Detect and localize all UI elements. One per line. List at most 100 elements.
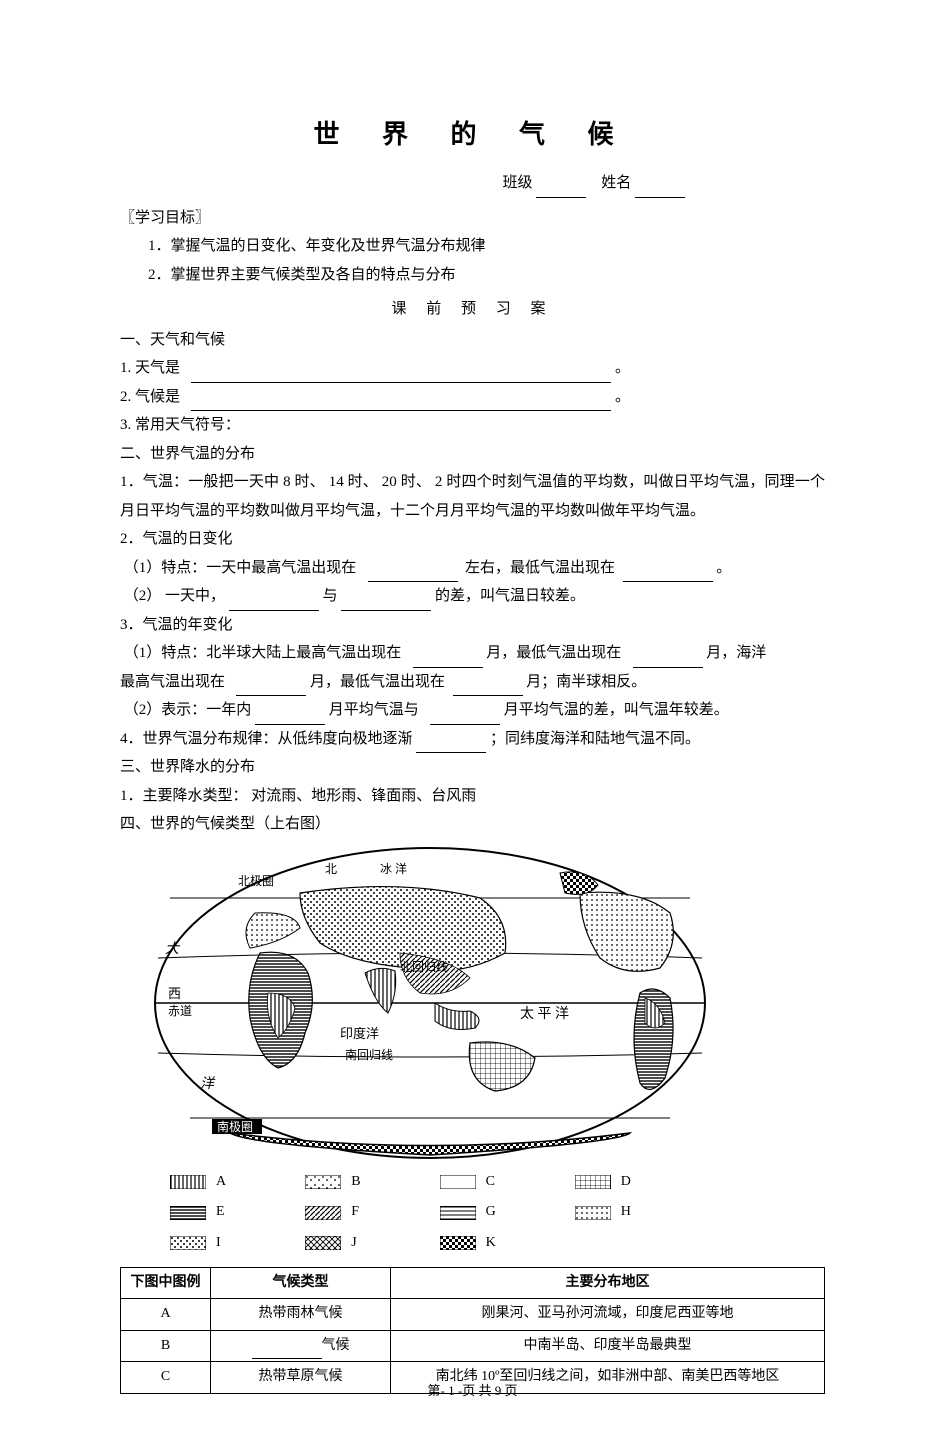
q1-2: 2. 气候是 。 xyxy=(120,383,825,412)
th-legend: 下图中图例 xyxy=(121,1267,211,1299)
indian-ocean-label: 印度洋 xyxy=(340,1026,379,1041)
q2-2-header: 2．气温的日变化 xyxy=(120,525,825,554)
q2-4a: 4．世界气温分布规律：从低纬度向极地逐渐 xyxy=(120,731,413,747)
name-row: 班级 姓名 xyxy=(120,169,825,198)
legend-letter: I xyxy=(216,1230,221,1257)
legend-swatch-icon xyxy=(170,1175,206,1189)
atlantic-s-label: 洋 xyxy=(200,1076,216,1092)
legend-item: H xyxy=(575,1199,650,1226)
legend-swatch-icon xyxy=(440,1206,476,1220)
sec2-header: 二、世界气温的分布 xyxy=(120,440,825,469)
q2-1: 1．气温：一般把一天中 8 时、 14 时、 20 时、 2 时四个时刻气温值的… xyxy=(120,468,825,525)
legend-letter: G xyxy=(486,1199,496,1226)
legend-item: C xyxy=(440,1169,515,1196)
legend-letter: E xyxy=(216,1199,225,1226)
q1-2-end: 。 xyxy=(615,389,630,405)
th-type: 气候类型 xyxy=(211,1267,391,1299)
table-row: B气候中南半岛、印度半岛最典型 xyxy=(121,1330,825,1362)
legend-letter: D xyxy=(621,1169,631,1196)
cell-type: 气候 xyxy=(211,1330,391,1362)
legend-item: D xyxy=(575,1169,650,1196)
legend-item: F xyxy=(305,1199,379,1226)
page-footer: 第- 1 -页 共 9 页 xyxy=(0,1379,945,1404)
legend-letter: K xyxy=(486,1230,496,1257)
cell-key: B xyxy=(121,1330,211,1362)
cell-dist: 中南半岛、印度半岛最典型 xyxy=(391,1330,825,1362)
q2-3-2: （2）表示：一年内 月平均气温与 月平均气温的差，叫气温年较差。 xyxy=(120,696,825,725)
legend-swatch-icon xyxy=(305,1206,341,1220)
table-row: A热带雨林气候刚果河、亚马孙河流域，印度尼西亚等地 xyxy=(121,1299,825,1331)
q2-2-2b: 与 xyxy=(323,588,338,604)
atlantic-w2-label: 西 xyxy=(168,986,181,1001)
legend-swatch-icon xyxy=(575,1175,611,1189)
q2-2-1a: （1）特点：一天中最高气温出现在 xyxy=(124,560,357,576)
arctic-ocean-label: 冰 洋 xyxy=(380,861,407,876)
name-blank[interactable] xyxy=(635,197,685,198)
cell-type: 热带雨林气候 xyxy=(211,1299,391,1331)
class-blank[interactable] xyxy=(536,197,586,198)
blank[interactable] xyxy=(623,581,713,582)
legend-item: G xyxy=(440,1199,515,1226)
legend-letter: B xyxy=(351,1169,360,1196)
legend-letter: F xyxy=(351,1199,359,1226)
legend-item: A xyxy=(170,1169,245,1196)
legend-swatch-icon xyxy=(440,1175,476,1189)
legend-swatch-icon xyxy=(575,1206,611,1220)
blank[interactable] xyxy=(341,610,431,611)
legend-letter: H xyxy=(621,1199,631,1226)
q2-3-1: （1）特点：北半球大陆上最高气温出现在 月，最低气温出现在 月，海洋 xyxy=(120,639,825,668)
sec1-header: 一、天气和气候 xyxy=(120,326,825,355)
q2-3-1c: 月，海洋 xyxy=(706,645,766,661)
q2-2-2a: （2） 一天中， xyxy=(124,588,225,604)
q2-3-1-cont: 最高气温出现在 月，最低气温出现在 月；南半球相反。 xyxy=(120,668,825,697)
cell-key: A xyxy=(121,1299,211,1331)
sec4-header: 四、世界的气候类型（上右图） xyxy=(120,810,825,839)
arctic-circle-label: 北极圈 xyxy=(238,874,274,888)
q3-1: 1．主要降水类型： 对流雨、地形雨、锋面雨、台风雨 xyxy=(120,782,825,811)
climate-table: 下图中图例 气候类型 主要分布地区 A热带雨林气候刚果河、亚马孙河流域，印度尼西… xyxy=(120,1267,825,1394)
goal-2: 2．掌握世界主要气候类型及各自的特点与分布 xyxy=(120,261,825,290)
q1-2-label: 2. 气候是 xyxy=(120,389,180,405)
legend-swatch-icon xyxy=(170,1236,206,1250)
atlantic-w-label: 大 xyxy=(165,941,181,957)
legend-item: J xyxy=(305,1230,379,1257)
class-label: 班级 xyxy=(502,175,532,191)
tropic-cancer-label: 北回归线 xyxy=(400,960,448,974)
cell-dist: 刚果河、亚马孙河流域，印度尼西亚等地 xyxy=(391,1299,825,1331)
goal-1: 1．掌握气温的日变化、年变化及世界气温分布规律 xyxy=(120,232,825,261)
preview-subheader: 课 前 预 习 案 xyxy=(120,295,825,324)
legend-swatch-icon xyxy=(440,1236,476,1250)
blank[interactable] xyxy=(252,1358,322,1359)
legend-letter: A xyxy=(216,1169,226,1196)
name-label: 姓名 xyxy=(601,175,631,191)
arctic-label: 北 xyxy=(325,862,337,876)
pacific-label: 太 平 洋 xyxy=(520,1006,569,1022)
q1-2-blank[interactable] xyxy=(191,410,611,411)
q1-3: 3. 常用天气符号： xyxy=(120,411,825,440)
q2-3-1a: （1）特点：北半球大陆上最高气温出现在 xyxy=(124,645,402,661)
q2-3-1e: 月，最低气温出现在 xyxy=(310,674,445,690)
legend-grid: A B C D E F G H I J K xyxy=(170,1169,650,1257)
legend-item: B xyxy=(305,1169,379,1196)
tropic-capricorn-label: 南回归线 xyxy=(345,1047,393,1062)
legend-item: E xyxy=(170,1199,245,1226)
q2-4b: ；同纬度海洋和陆地气温不同。 xyxy=(490,731,700,747)
blank[interactable] xyxy=(229,610,319,611)
world-climate-map: 北极圈 北 冰 洋 北回归线 印度洋 南回归线 太 平 洋 大 西 赤道 洋 南… xyxy=(150,843,710,1163)
legend-swatch-icon xyxy=(305,1236,341,1250)
q2-3-2c: 月平均气温的差，叫气温年较差。 xyxy=(504,702,729,718)
q2-3-2b: 月平均气温与 xyxy=(329,702,419,718)
q1-1-label: 1. 天气是 xyxy=(120,360,180,376)
equator-w-label: 赤道 xyxy=(168,1004,192,1018)
q2-2-2: （2） 一天中， 与 的差，叫气温日较差。 xyxy=(120,582,825,611)
legend-swatch-icon xyxy=(305,1175,341,1189)
q2-2-1: （1）特点：一天中最高气温出现在 左右，最低气温出现在 。 xyxy=(120,554,825,583)
blank[interactable] xyxy=(416,752,486,753)
th-dist: 主要分布地区 xyxy=(391,1267,825,1299)
legend-letter: J xyxy=(351,1230,356,1257)
antarctic-circle-label-2: 南极圈 xyxy=(217,1119,253,1134)
legend-item: I xyxy=(170,1230,245,1257)
q1-1-end: 。 xyxy=(615,360,630,376)
q2-2-1b: 左右，最低气温出现在 xyxy=(465,560,615,576)
goals-header: 〖学习目标〗 xyxy=(120,204,825,233)
